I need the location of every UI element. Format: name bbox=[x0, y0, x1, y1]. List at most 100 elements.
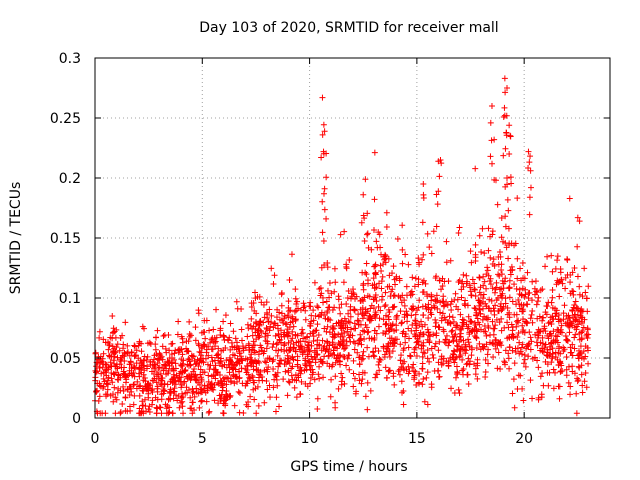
data-point bbox=[501, 358, 508, 365]
data-point bbox=[354, 349, 361, 356]
data-point bbox=[350, 370, 357, 377]
data-point bbox=[220, 318, 227, 325]
data-point bbox=[575, 377, 582, 384]
data-point bbox=[261, 348, 268, 355]
data-point bbox=[321, 128, 328, 135]
data-point bbox=[329, 341, 336, 348]
data-point bbox=[519, 341, 526, 348]
data-point bbox=[342, 324, 349, 331]
data-point bbox=[219, 363, 226, 370]
data-point bbox=[486, 296, 493, 303]
data-point bbox=[393, 316, 400, 323]
data-point bbox=[218, 391, 225, 398]
data-point bbox=[156, 404, 163, 411]
data-point bbox=[454, 369, 461, 376]
data-point bbox=[343, 362, 350, 369]
data-point bbox=[563, 353, 570, 360]
data-point bbox=[418, 318, 425, 325]
data-point bbox=[350, 289, 357, 296]
data-point bbox=[280, 376, 287, 383]
data-point bbox=[416, 331, 423, 338]
data-point bbox=[565, 323, 572, 330]
data-point bbox=[268, 312, 275, 319]
data-point bbox=[105, 364, 112, 371]
data-point bbox=[459, 316, 466, 323]
x-tick-labels: 0 5 10 15 20 bbox=[91, 431, 534, 447]
data-point bbox=[189, 390, 196, 397]
data-point bbox=[251, 307, 258, 314]
data-point bbox=[435, 324, 442, 331]
data-point bbox=[560, 344, 567, 351]
data-point bbox=[495, 349, 502, 356]
data-point bbox=[367, 305, 374, 312]
data-point bbox=[486, 339, 493, 346]
data-point bbox=[460, 271, 467, 278]
data-point bbox=[455, 386, 462, 393]
data-point bbox=[468, 259, 475, 266]
data-point bbox=[435, 359, 442, 366]
x-axis-label: GPS time / hours bbox=[290, 459, 407, 475]
data-point bbox=[569, 306, 576, 313]
data-point bbox=[364, 210, 371, 217]
data-point bbox=[206, 366, 213, 373]
data-point bbox=[516, 350, 523, 357]
data-point bbox=[491, 136, 498, 143]
data-point bbox=[449, 334, 456, 341]
data-point bbox=[571, 370, 578, 377]
data-point bbox=[210, 326, 217, 333]
data-point bbox=[477, 310, 484, 317]
data-point bbox=[346, 366, 353, 373]
data-point bbox=[168, 340, 175, 347]
data-point bbox=[326, 280, 333, 287]
data-point bbox=[222, 374, 229, 381]
data-point bbox=[465, 323, 472, 330]
data-point bbox=[141, 353, 148, 360]
data-point bbox=[548, 359, 555, 366]
data-point bbox=[92, 349, 99, 356]
y-tick-label: 0.1 bbox=[59, 291, 81, 307]
data-point bbox=[375, 347, 382, 354]
data-point bbox=[341, 380, 348, 387]
data-point bbox=[238, 356, 245, 363]
data-point bbox=[140, 402, 147, 409]
data-point bbox=[140, 371, 147, 378]
data-point bbox=[558, 276, 565, 283]
data-point bbox=[117, 410, 124, 417]
data-point bbox=[274, 382, 281, 389]
data-point bbox=[412, 333, 419, 340]
data-point bbox=[193, 375, 200, 382]
data-point bbox=[433, 191, 440, 198]
data-point bbox=[574, 214, 581, 221]
data-point bbox=[283, 329, 290, 336]
data-point bbox=[128, 349, 135, 356]
data-point bbox=[153, 379, 160, 386]
data-point bbox=[132, 352, 139, 359]
data-point bbox=[444, 302, 451, 309]
data-point bbox=[324, 316, 331, 323]
data-point bbox=[412, 344, 419, 351]
data-point bbox=[555, 383, 562, 390]
data-point bbox=[329, 361, 336, 368]
data-point bbox=[206, 327, 213, 334]
data-point bbox=[514, 195, 521, 202]
data-point bbox=[281, 333, 288, 340]
data-point bbox=[420, 288, 427, 295]
data-point bbox=[554, 277, 561, 284]
data-point bbox=[472, 293, 479, 300]
data-point bbox=[154, 327, 161, 334]
data-point bbox=[236, 368, 243, 375]
data-point bbox=[119, 332, 126, 339]
data-point bbox=[317, 285, 324, 292]
data-point bbox=[427, 333, 434, 340]
data-point bbox=[198, 329, 205, 336]
data-point bbox=[386, 349, 393, 356]
data-point bbox=[567, 391, 574, 398]
data-point bbox=[468, 352, 475, 359]
data-point bbox=[130, 369, 137, 376]
data-point bbox=[537, 339, 544, 346]
data-point bbox=[252, 289, 259, 296]
data-point bbox=[131, 392, 138, 399]
data-point bbox=[332, 373, 339, 380]
data-point bbox=[179, 360, 186, 367]
data-point bbox=[385, 368, 392, 375]
